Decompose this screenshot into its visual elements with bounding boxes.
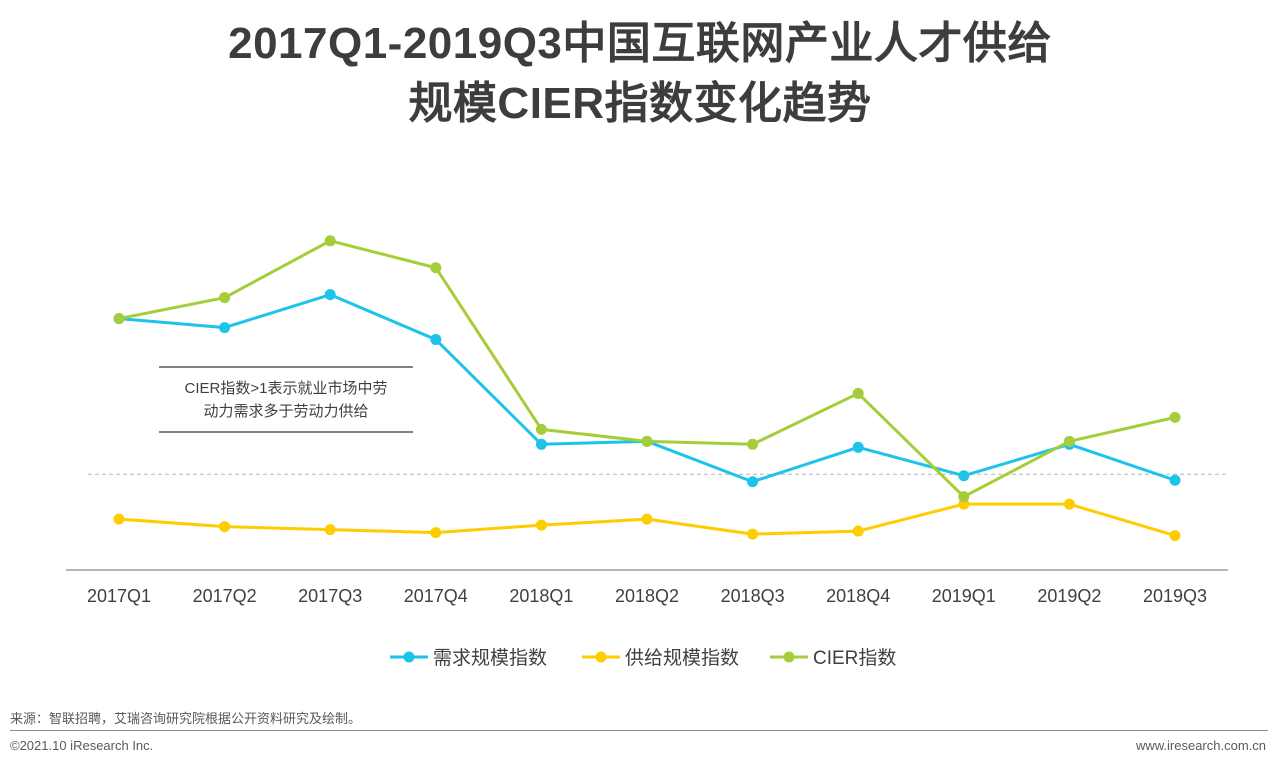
annotation-text-line1: CIER指数>1表示就业市场中劳 — [185, 380, 388, 397]
series-1-point-2017Q3 — [324, 289, 336, 301]
legend-swatch-dot-1 — [403, 651, 415, 663]
series-2-point-2018Q4 — [852, 525, 864, 537]
series-line-3 — [117, 239, 1177, 499]
x-tick-label-2018Q4: 2018Q4 — [826, 586, 890, 606]
series-3-point-2018Q2 — [641, 435, 653, 447]
series-3-point-2017Q3 — [324, 235, 336, 247]
x-tick-label-2018Q2: 2018Q2 — [615, 586, 679, 606]
series-2-point-2019Q3 — [1169, 530, 1181, 542]
series-3-point-2019Q2 — [1063, 435, 1075, 447]
series-3-point-2018Q1 — [535, 423, 547, 435]
series-2-point-2017Q4 — [430, 527, 442, 539]
series-3-point-2017Q1 — [113, 313, 125, 325]
legend-label-1: 需求规模指数 — [433, 647, 547, 669]
chart-title-line1: 2017Q1-2019Q3中国互联网产业人才供给 — [228, 19, 1052, 68]
annotation-text-line2: 动力需求多于劳动力供给 — [203, 403, 368, 420]
website-link[interactable]: www.iresearch.com.cn — [1135, 738, 1266, 753]
series-3-point-2019Q1 — [958, 491, 970, 503]
x-tick-labels: 2017Q1 2017Q2 2017Q3 2017Q4 2018Q1 2018Q2 2018… — [87, 586, 1207, 606]
legend: 需求规模指数 供给规模指数 CIER指数 — [390, 647, 896, 669]
series-layer — [113, 235, 1181, 542]
series-2-point-2017Q3 — [324, 524, 336, 536]
x-tick-label-2018Q3: 2018Q3 — [721, 586, 785, 606]
series-3-point-2018Q3 — [747, 438, 759, 450]
legend-label-2: 供给规模指数 — [625, 647, 739, 669]
x-tick-label-2019Q2: 2019Q2 — [1037, 586, 1101, 606]
series-2-point-2018Q3 — [747, 528, 759, 540]
series-3-point-2019Q3 — [1169, 411, 1181, 423]
legend-item-1: 需求规模指数 — [390, 647, 547, 669]
copyright: ©2021.10 iResearch Inc. — [10, 738, 154, 753]
series-3-point-2017Q4 — [430, 262, 442, 274]
legend-item-2: 供给规模指数 — [582, 647, 739, 669]
x-tick-label-2017Q1: 2017Q1 — [87, 586, 151, 606]
legend-item-3: CIER指数 — [770, 647, 896, 669]
x-tick-label-2017Q4: 2017Q4 — [404, 586, 468, 606]
source-note: 来源：智联招聘，艾瑞咨询研究院根据公开资料研究及绘制。 — [10, 711, 362, 726]
series-1-point-2017Q2 — [219, 322, 231, 334]
footer-divider — [10, 730, 1268, 731]
line-chart: 2017Q1 2017Q2 2017Q3 2017Q4 2018Q1 2018Q2 2018… — [66, 235, 1228, 669]
series-1-point-2018Q1 — [535, 438, 547, 450]
series-1-point-2019Q1 — [958, 470, 970, 482]
series-1-point-2019Q3 — [1169, 474, 1181, 486]
series-2-point-2018Q2 — [641, 513, 653, 525]
series-3 — [113, 235, 1181, 503]
legend-label-3: CIER指数 — [813, 647, 896, 669]
series-2-point-2018Q1 — [535, 519, 547, 531]
legend-swatch-dot-2 — [595, 651, 607, 663]
x-tick-label-2019Q1: 2019Q1 — [932, 586, 996, 606]
x-tick-label-2018Q1: 2018Q1 — [509, 586, 573, 606]
x-tick-label-2017Q3: 2017Q3 — [298, 586, 362, 606]
series-2-point-2019Q2 — [1063, 498, 1075, 510]
series-3-point-2018Q4 — [852, 387, 864, 399]
series-2-point-2017Q1 — [113, 513, 125, 525]
x-tick-label-2019Q3: 2019Q3 — [1143, 586, 1207, 606]
series-2 — [113, 498, 1181, 542]
series-2-point-2017Q2 — [219, 521, 231, 533]
series-3-point-2017Q2 — [219, 292, 231, 304]
chart-title: 2017Q1-2019Q3中国互联网产业人才供给 规模CIER指数变化趋势 — [0, 14, 1280, 134]
series-1-point-2018Q4 — [852, 441, 864, 453]
chart-title-line2: 规模CIER指数变化趋势 — [408, 79, 872, 128]
series-1-point-2018Q3 — [747, 476, 759, 488]
annotation-box: CIER指数>1表示就业市场中劳 动力需求多于劳动力供给 — [159, 366, 413, 433]
x-tick-label-2017Q2: 2017Q2 — [193, 586, 257, 606]
legend-swatch-dot-3 — [783, 651, 795, 663]
series-1-point-2017Q4 — [430, 334, 442, 346]
